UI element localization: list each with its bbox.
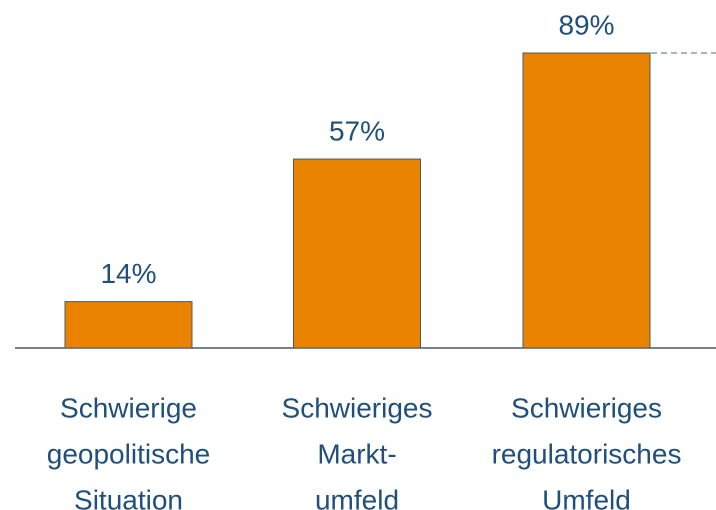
value-label: 14% [100,258,156,289]
category-label: umfeld [315,484,399,510]
category-label: Schwieriges [282,392,433,423]
bar [522,52,651,349]
category-label: Umfeld [542,484,631,510]
bar [293,158,421,349]
category-label: Schwieriges [511,392,662,423]
bar [64,301,193,349]
category-label: geopolitische [47,438,210,469]
category-label: regulatorisches [492,438,682,469]
category-label: Schwierige [60,392,197,423]
category-label: Situation [74,484,183,510]
value-label: 57% [329,115,385,146]
category-label: Markt- [317,438,396,469]
value-label: 89% [558,9,614,40]
